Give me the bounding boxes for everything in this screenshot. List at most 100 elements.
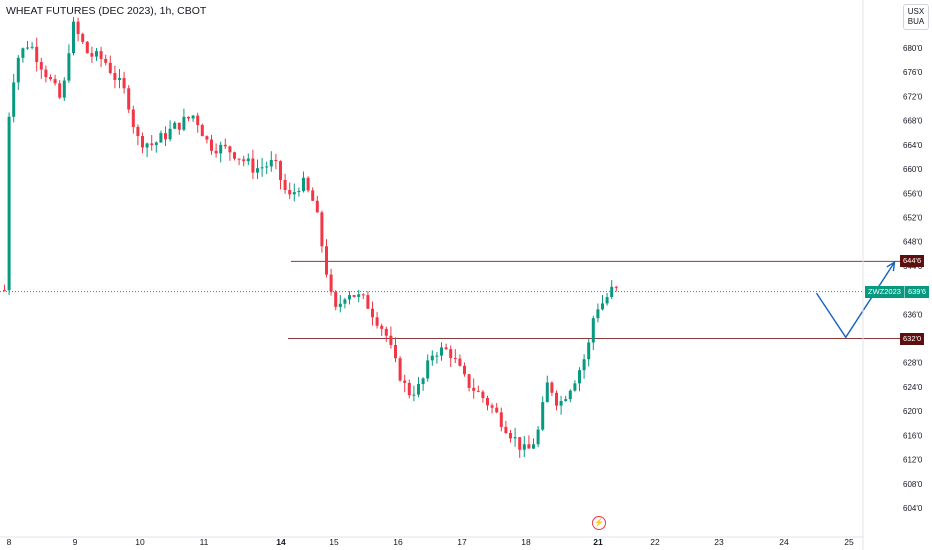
candle-body <box>352 295 356 297</box>
currency-selector[interactable]: USX BUA <box>903 4 929 30</box>
level-tag-lower: 632'0 <box>900 332 925 345</box>
candle-body <box>426 360 430 379</box>
candle-body <box>578 370 581 384</box>
candle-body <box>504 426 508 433</box>
candle-body <box>325 246 328 275</box>
projection-arrowhead <box>886 260 896 272</box>
candle-body <box>274 160 278 162</box>
x-axis: 8 9 10 11 14 15 16 17 18 21 22 23 24 25 <box>7 537 854 547</box>
candle-body <box>67 53 71 81</box>
x-tick-label: 14 <box>276 537 286 547</box>
candle-body <box>435 355 439 357</box>
candle-body <box>191 115 195 119</box>
candle-body <box>72 21 75 54</box>
flash-event-icon[interactable]: ⚡ <box>592 516 606 530</box>
candle-body <box>292 192 296 195</box>
candle-body <box>499 412 503 427</box>
candle-body <box>417 384 420 395</box>
candle-body <box>610 286 614 298</box>
candle-body <box>375 317 379 326</box>
candle-body <box>527 444 531 449</box>
x-tick-label: 9 <box>73 537 78 547</box>
candle-body <box>39 62 43 70</box>
candle-body <box>348 295 351 300</box>
candle-body <box>113 73 117 80</box>
candles <box>3 17 618 458</box>
candle-body <box>467 374 471 388</box>
candle-body <box>532 444 535 449</box>
candle-body <box>371 308 374 318</box>
candle-body <box>90 53 94 57</box>
currency-line-1: USX <box>907 7 925 16</box>
candle-body <box>251 158 255 173</box>
candle-body <box>131 109 135 127</box>
candle-body <box>58 83 62 98</box>
candle-body <box>76 21 80 34</box>
candle-body <box>150 143 154 145</box>
candle-body <box>260 167 264 169</box>
candle-body <box>605 297 609 304</box>
candle-body <box>384 328 388 336</box>
candle-body <box>288 190 292 195</box>
candle-body <box>357 294 361 297</box>
x-tick-label: 11 <box>200 537 209 547</box>
y-tick-label: 680'0 <box>903 44 923 53</box>
y-tick-label: 664'0 <box>903 141 923 150</box>
candle-body <box>81 33 85 42</box>
candle-body <box>297 191 301 193</box>
candle-body <box>210 139 213 151</box>
y-tick-label: 616'0 <box>903 431 923 440</box>
candle-body <box>3 290 6 292</box>
candle-body <box>256 168 259 173</box>
candle-body <box>518 437 522 450</box>
candle-body <box>389 335 393 345</box>
candle-body <box>329 274 333 292</box>
candle-body <box>334 291 338 307</box>
candle-body <box>7 116 11 291</box>
currency-line-2: BUA <box>907 17 925 26</box>
candle-body <box>16 57 20 83</box>
x-tick-label: 23 <box>714 537 724 547</box>
candle-body <box>214 150 218 154</box>
x-tick-label: 10 <box>135 537 145 547</box>
x-tick-label: 21 <box>593 537 603 547</box>
x-tick-label: 17 <box>457 537 467 547</box>
candle-body <box>168 128 172 140</box>
candle-body <box>311 190 315 201</box>
candle-body <box>62 80 66 98</box>
candle-body <box>302 177 305 192</box>
candle-body <box>509 432 512 439</box>
y-tick-label: 676'0 <box>903 68 923 77</box>
candle-body <box>145 143 149 148</box>
symbol-label: ZWZ2023 <box>868 286 901 296</box>
candle-body <box>164 133 167 140</box>
candle-body <box>177 122 181 130</box>
projection-line[interactable] <box>815 261 896 339</box>
candle-body <box>205 136 209 140</box>
candle-body <box>559 400 563 406</box>
candle-body <box>601 303 604 310</box>
candle-body <box>430 355 434 361</box>
projection-path <box>815 260 896 339</box>
candle-body <box>228 146 232 153</box>
x-tick-label: 25 <box>844 537 854 547</box>
candle-body <box>35 46 39 63</box>
y-tick-label: 648'0 <box>903 238 923 247</box>
candle-body <box>472 387 476 391</box>
candle-body <box>200 125 204 137</box>
horizontal-levels <box>0 260 900 340</box>
candle-body <box>591 318 595 343</box>
candle-body <box>223 144 227 147</box>
chart-title: WHEAT FUTURES (DEC 2023), 1h, CBOT <box>6 5 207 17</box>
y-tick-label: 668'0 <box>903 117 923 126</box>
candle-body <box>458 358 462 366</box>
candle-body <box>541 402 545 430</box>
y-tick-label: 656'0 <box>903 189 923 198</box>
candle-body <box>104 58 108 63</box>
candle-body <box>403 380 407 383</box>
candle-body <box>242 159 246 162</box>
x-tick-label: 18 <box>521 537 531 547</box>
candle-body <box>44 69 48 78</box>
candle-body <box>536 429 540 445</box>
